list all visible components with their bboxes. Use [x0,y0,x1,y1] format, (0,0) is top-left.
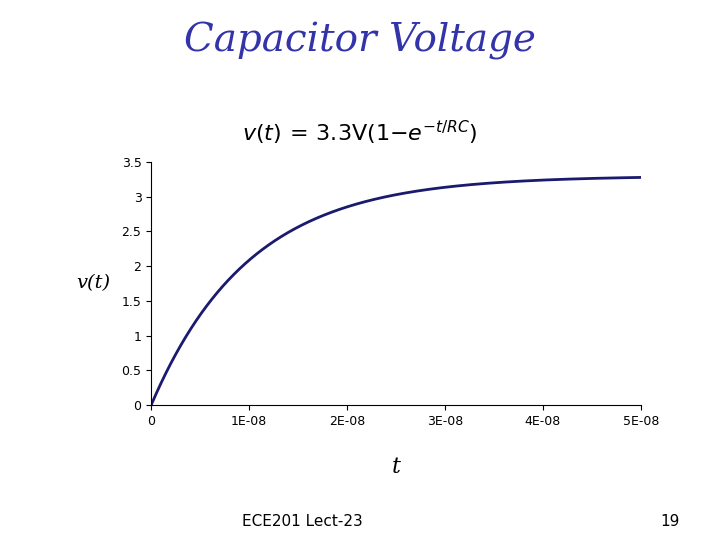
Text: Capacitor Voltage: Capacitor Voltage [184,22,536,59]
Text: 19: 19 [660,514,679,529]
Text: t: t [392,456,400,478]
Text: $v(t)\, =\, 3.3\mathrm{V}(1\mathrm{-}e^{-t/RC})$: $v(t)\, =\, 3.3\mathrm{V}(1\mathrm{-}e^{… [242,119,478,147]
Y-axis label: v(t): v(t) [76,274,111,293]
Text: ECE201 Lect-23: ECE201 Lect-23 [242,514,363,529]
